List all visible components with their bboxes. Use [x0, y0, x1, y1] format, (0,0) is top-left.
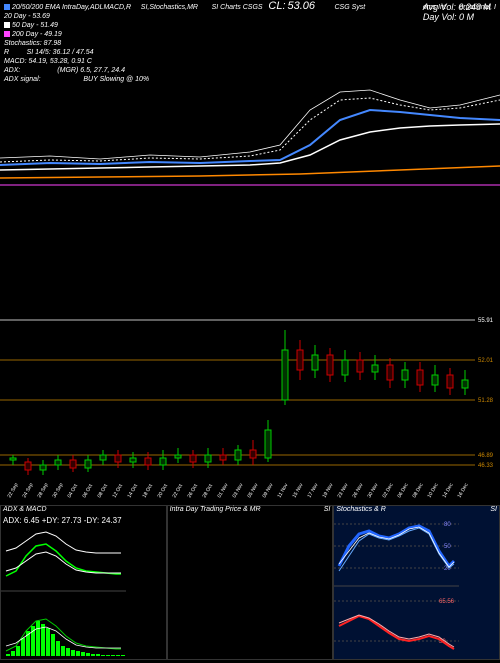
svg-text:28 Sep: 28 Sep [37, 482, 50, 499]
svg-text:09 Nov: 09 Nov [262, 482, 275, 499]
adx-macd-panel: ADX & MACD ADX: 6.45 +DY: 27.73 -DY: 24.… [0, 505, 167, 660]
svg-text:14 Oct: 14 Oct [127, 483, 140, 499]
svg-text:46.33: 46.33 [478, 463, 494, 469]
svg-text:04 Oct: 04 Oct [67, 483, 80, 499]
svg-text:51.28: 51.28 [478, 398, 494, 404]
svg-text:08 Oct: 08 Oct [97, 483, 110, 499]
svg-text:10 Dec: 10 Dec [427, 482, 440, 499]
macd-line: MACD: 54.19, 53.28, 0.91 C [4, 57, 496, 66]
svg-text:02 Dec: 02 Dec [382, 482, 395, 499]
adx-title: ADX & MACD [3, 506, 47, 513]
adx-value-label: ADX: 6.45 +DY: 27.73 -DY: 24.37 [3, 516, 122, 525]
svg-text:15 Nov: 15 Nov [292, 482, 305, 499]
stoch-title: Stochastics & R [336, 506, 385, 513]
svg-text:26 Nov: 26 Nov [352, 482, 365, 499]
cl-value: 53.06 [288, 0, 316, 12]
svg-text:23 Nov: 23 Nov [337, 482, 350, 499]
ema20-legend-icon [4, 4, 10, 10]
svg-text:12 Oct: 12 Oct [112, 483, 125, 499]
chart-header: 20/50/200 EMA IntraDay,ADLMACD,R SI,Stoc… [0, 0, 500, 70]
main-ma-chart [0, 70, 500, 300]
svg-text:28 Oct: 28 Oct [202, 483, 215, 499]
svg-text:50: 50 [444, 544, 451, 550]
svg-text:01 Nov: 01 Nov [217, 482, 230, 499]
ema200-legend-icon [4, 31, 10, 37]
svg-text:26 Oct: 26 Oct [187, 483, 200, 499]
intra-title: Intra Day Trading Price & MR [170, 506, 261, 513]
svg-text:14 Dec: 14 Dec [442, 482, 455, 499]
svg-text:30 Sep: 30 Sep [52, 482, 65, 499]
day-vol: Day Vol: 0 M [423, 12, 494, 22]
svg-text:30 Nov: 30 Nov [367, 482, 380, 499]
svg-text:06 Dec: 06 Dec [397, 482, 410, 499]
svg-text:03 Nov: 03 Nov [232, 482, 245, 499]
svg-text:65.56: 65.56 [439, 599, 455, 605]
svg-text:05 Nov: 05 Nov [247, 482, 260, 499]
csg-label: CSG Syst [334, 4, 365, 11]
day200-line: 200 Day - 49.19 [12, 31, 62, 38]
day50-line: 50 Day - 51.49 [12, 22, 58, 29]
candle-chart: 55.9152.0151.2846.8946.3322 Sep24 Sep28 … [0, 300, 500, 505]
svg-text:18 Oct: 18 Oct [142, 483, 155, 499]
header-indicators2: SI,Stochastics,MR [141, 4, 198, 11]
ema50-legend-icon [4, 22, 10, 28]
svg-text:24 Sep: 24 Sep [22, 482, 35, 499]
svg-text:22 Oct: 22 Oct [172, 483, 185, 499]
svg-text:20 Oct: 20 Oct [157, 483, 170, 499]
si-label: SI 14/5: 36.12 / 47.54 [27, 49, 94, 56]
stoch-panel: Stochastics & R SI 80502065.5630 [333, 505, 500, 660]
svg-text:17 Nov: 17 Nov [307, 482, 320, 499]
svg-text:16 Dec: 16 Dec [457, 482, 470, 499]
si2-title: SI [490, 506, 497, 513]
svg-text:55.91: 55.91 [478, 318, 494, 324]
header-symbol: SI Charts CSGS [212, 4, 263, 11]
svg-text:46.89: 46.89 [478, 453, 494, 459]
header-indicators: 20/50/200 EMA IntraDay,ADLMACD,R [12, 4, 131, 11]
svg-text:19 Nov: 19 Nov [322, 482, 335, 499]
bottom-panels: ADX & MACD ADX: 6.45 +DY: 27.73 -DY: 24.… [0, 505, 500, 660]
ems-label: ems Int [423, 4, 446, 11]
intraday-panel: Intra Day Trading Price & MR SI [167, 505, 334, 660]
svg-text:06 Oct: 06 Oct [82, 483, 95, 499]
svg-text:11 Nov: 11 Nov [277, 482, 290, 499]
ernational: ernational, I [459, 4, 496, 11]
svg-text:80: 80 [444, 522, 451, 528]
svg-text:22 Sep: 22 Sep [7, 482, 20, 499]
cl-label: CL: [268, 0, 285, 12]
r-label: R [4, 49, 9, 56]
stoch-line: Stochastics: 87.98 [4, 39, 496, 48]
si-title: SI [324, 506, 331, 513]
svg-text:52.01: 52.01 [478, 358, 494, 364]
svg-text:08 Dec: 08 Dec [412, 482, 425, 499]
